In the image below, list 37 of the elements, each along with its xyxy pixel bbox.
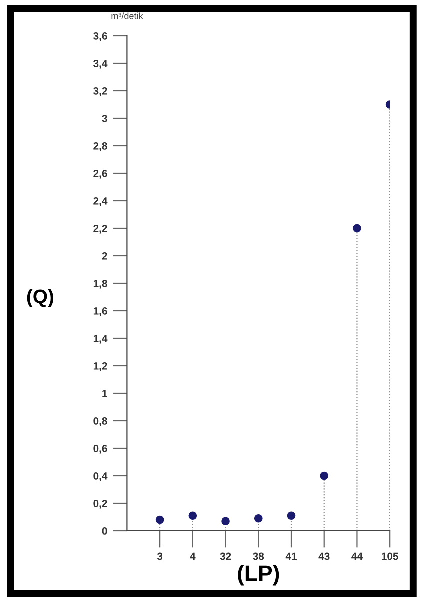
- point: [156, 516, 164, 524]
- text: m³/detik: [112, 12, 144, 20]
- point: [320, 472, 329, 480]
- x-tick-label: 41: [286, 552, 298, 560]
- y-tick-label: 1,4: [94, 335, 108, 344]
- point: [254, 514, 263, 523]
- y-tick-label: 2,2: [94, 225, 108, 234]
- y-tick-label: 2,8: [94, 142, 108, 152]
- x-tick-label: 105: [382, 552, 398, 560]
- y-tick-label: 1: [102, 390, 108, 398]
- y-tick-label: 1,6: [94, 308, 108, 316]
- x-tick-label: 44: [352, 552, 363, 560]
- y-tick-label: 0,6: [94, 445, 108, 454]
- point: [287, 512, 296, 520]
- x-tick-label: 32: [220, 552, 232, 560]
- y-tick-label: 0,2: [94, 500, 108, 509]
- y-tick-label: 3,4: [94, 60, 108, 69]
- y-tick-label: 0,4: [94, 472, 108, 482]
- y-tick-label: 2,4: [94, 198, 108, 206]
- x-axis-title: (LP): [238, 565, 280, 586]
- y-tick-label: 1,2: [94, 362, 108, 372]
- y-tick-label: 2: [102, 252, 108, 260]
- y-tick-label: 3,6: [94, 32, 108, 42]
- point: [188, 512, 198, 520]
- y-tick-label: 0: [102, 528, 108, 535]
- point: [353, 224, 362, 233]
- point: [222, 517, 230, 526]
- x-tick-label: 43: [318, 552, 330, 560]
- y-tick-label: 3,2: [94, 88, 108, 96]
- y-tick-label: 1,8: [94, 280, 108, 289]
- x-tick-label: 3: [157, 552, 163, 560]
- y-tick-label: 2,6: [94, 170, 108, 179]
- x-tick-label: 38: [253, 552, 264, 560]
- y-axis-title: (Q): [27, 289, 54, 308]
- x-tick-label: 4: [190, 552, 196, 560]
- y-tick-label: 3: [102, 115, 108, 122]
- y-tick-label: 0,8: [94, 418, 108, 426]
